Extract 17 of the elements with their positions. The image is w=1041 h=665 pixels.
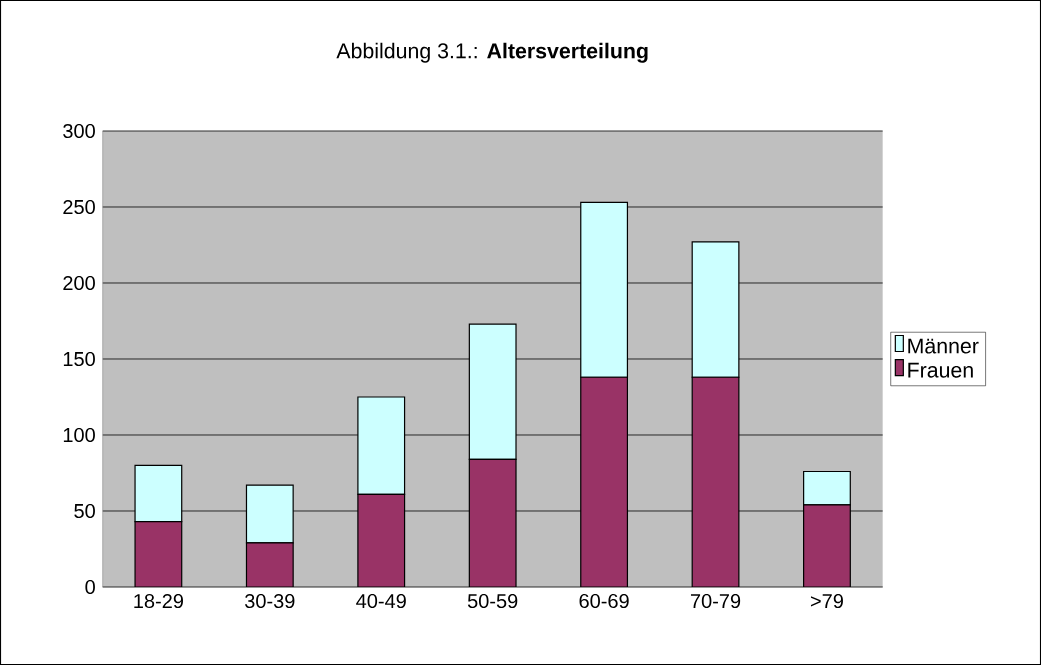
x-tick-label: 18-29 — [134, 593, 183, 609]
x-tick-label: 70-79 — [690, 593, 741, 609]
x-tick-label: 50-59 — [467, 593, 518, 609]
x-tick-label: >79 — [810, 593, 843, 609]
x-tick-label: 60-69 — [579, 593, 629, 609]
x-tick-label: 40-49 — [356, 593, 406, 609]
y-tick-label: 300 — [63, 123, 95, 139]
y-tick-label: 250 — [63, 199, 95, 215]
legend-label: Frauen — [908, 362, 973, 378]
legend-label: Männer — [908, 338, 979, 354]
y-tick-label: 50 — [74, 503, 95, 519]
y-tick-label: 200 — [63, 275, 95, 291]
y-tick-label: 150 — [63, 351, 95, 367]
y-tick-label: 100 — [63, 427, 95, 443]
x-tick-label: 30-39 — [244, 593, 295, 609]
y-tick-label: 0 — [85, 579, 95, 595]
chart-title: Abbildung 3.1.: Altersverteilung — [336, 42, 648, 63]
